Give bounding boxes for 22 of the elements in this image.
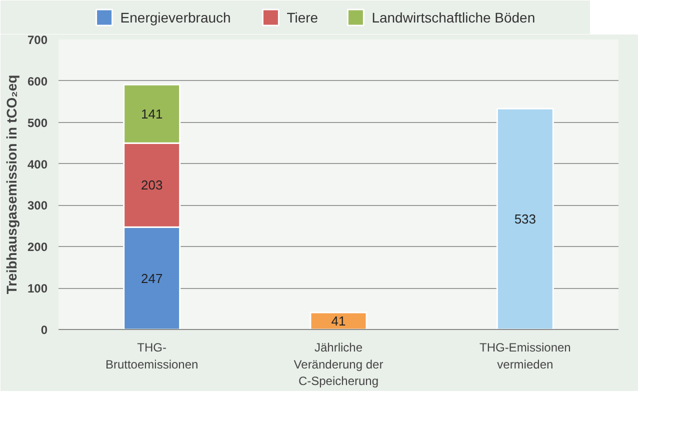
legend-label: Tiere (286, 10, 318, 26)
y-tick-label: 700 (27, 33, 48, 47)
y-tick-label: 300 (27, 198, 48, 213)
x-tick-label: THG-Emissionen vermieden (479, 340, 571, 372)
legend-label: Landwirtschaftliche Böden (372, 10, 536, 26)
y-tick-label: 200 (27, 240, 48, 254)
y-tick-label: 600 (27, 74, 48, 88)
bar (310, 312, 368, 330)
y-axis-title: Treibhausgasemission in tCO₂eq (3, 74, 20, 294)
y-tick-label: 500 (27, 116, 48, 130)
data-label: 533 (514, 212, 536, 227)
x-tick-label: THG- Bruttoemissionen (105, 340, 198, 372)
y-tick-label: 0 (40, 323, 48, 337)
bar (496, 108, 554, 330)
data-label: 203 (140, 178, 163, 193)
data-label: 41 (331, 314, 346, 329)
x-tick-label: Jährliche Veränderung der C-Speicherung (294, 340, 384, 388)
data-label: 141 (140, 106, 163, 122)
y-tick-label: 400 (27, 157, 48, 172)
y-tick-label: 100 (27, 282, 48, 296)
legend-label: Energieverbrauch (120, 10, 231, 26)
data-label: 247 (140, 270, 163, 286)
